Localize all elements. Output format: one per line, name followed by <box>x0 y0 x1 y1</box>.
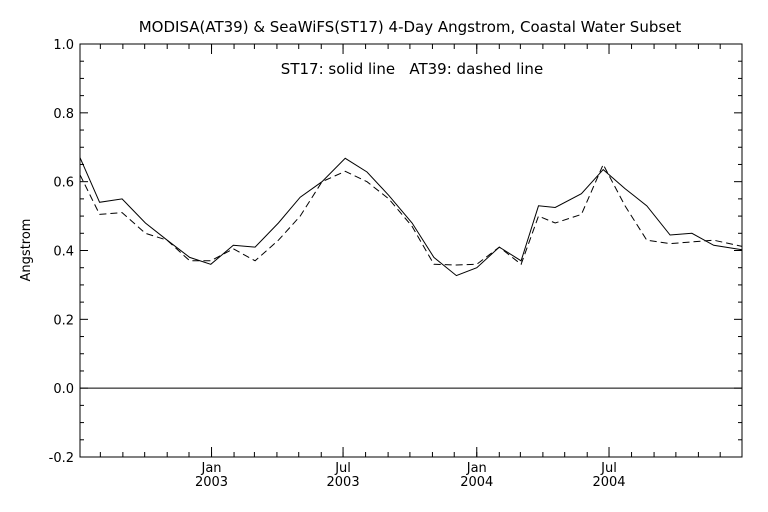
plot-frame <box>79 43 743 458</box>
series-st17-solid-line <box>79 157 743 277</box>
y-axis-label: Angstrom <box>19 219 34 282</box>
x-tick-label-year: 2004 <box>592 475 625 490</box>
series-group <box>79 157 743 277</box>
chart-title: MODISA(AT39) & SeaWiFS(ST17) 4-Day Angst… <box>139 18 682 36</box>
x-tick-label-year: 2003 <box>327 475 360 490</box>
x-tick-label-month: Jan <box>466 461 487 476</box>
x-tick-label-year: 2003 <box>195 475 228 490</box>
y-tick-label: -0.2 <box>49 451 74 466</box>
y-tick-label: 0.0 <box>53 382 74 397</box>
axes-group: -0.20.00.20.40.60.81.0Jan2003Jul2003Jan2… <box>49 38 742 490</box>
x-tick-label-month: Jan <box>201 461 222 476</box>
y-tick-label: 0.4 <box>53 245 74 260</box>
y-tick-label: 0.2 <box>53 313 74 328</box>
x-tick-label-month: Jul <box>600 461 617 476</box>
x-tick-label-year: 2004 <box>460 475 493 490</box>
y-tick-label: 0.6 <box>53 176 74 191</box>
x-tick-label-month: Jul <box>334 461 351 476</box>
y-tick-label: 1.0 <box>53 38 74 53</box>
series-at39-dashed-line <box>79 163 743 266</box>
series-legend-note: ST17: solid line AT39: dashed line <box>281 60 543 78</box>
y-tick-label: 0.8 <box>53 107 74 122</box>
